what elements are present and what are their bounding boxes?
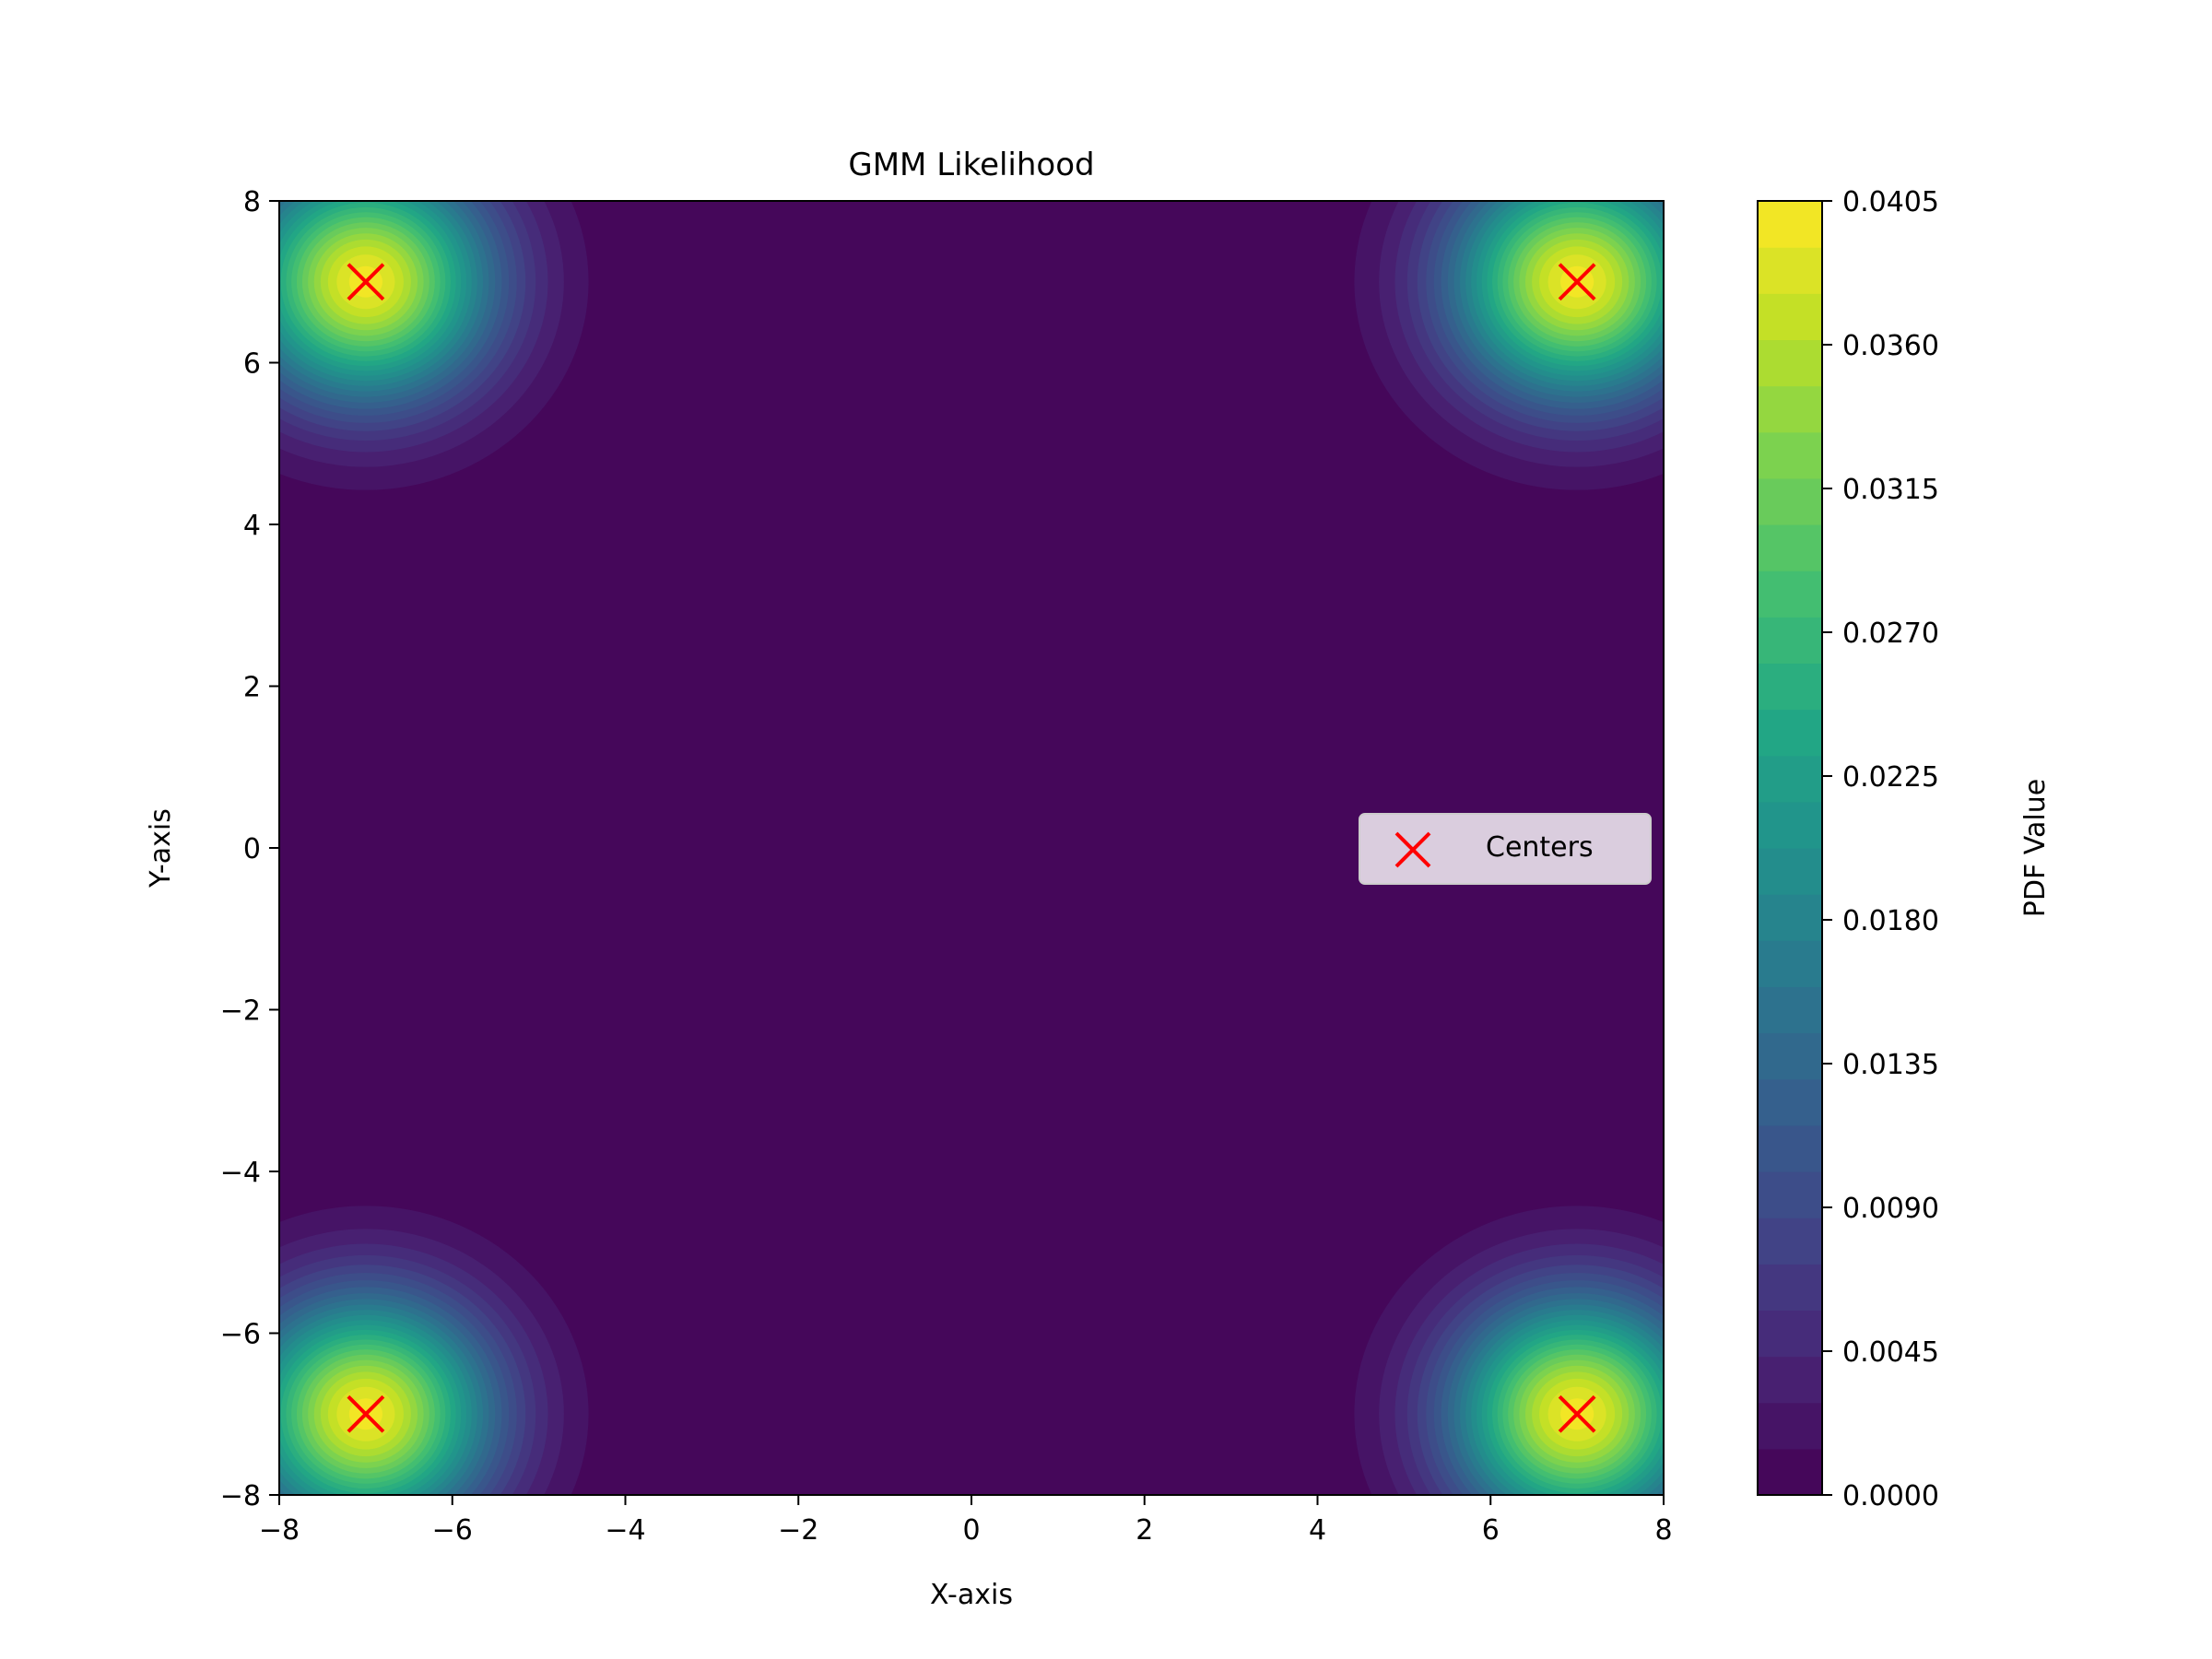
colorbar-band	[1758, 801, 1822, 849]
colorbar-tick-label: 0.0315	[1842, 474, 1939, 506]
colorbar-band	[1758, 986, 1822, 1034]
colorbar-band	[1758, 940, 1822, 988]
colorbar-tick-label: 0.0045	[1842, 1336, 1939, 1369]
center-marker-1	[1558, 263, 1596, 301]
y-tick-label: 4	[243, 510, 261, 542]
x-tick-label: −4	[605, 1514, 645, 1547]
x-tick-label: −6	[432, 1514, 473, 1547]
colorbar-band	[1758, 709, 1822, 757]
x-tick-label: −2	[778, 1514, 818, 1547]
colorbar-band	[1758, 571, 1822, 618]
colorbar-band	[1758, 1078, 1822, 1126]
colorbar-band	[1758, 1310, 1822, 1358]
y-tick-label: 2	[243, 672, 261, 704]
colorbar-band	[1758, 1124, 1822, 1172]
y-tick-label: 6	[243, 348, 261, 381]
y-tick-label: 0	[243, 833, 261, 865]
colorbar-band	[1758, 1448, 1822, 1496]
colorbar-band	[1758, 201, 1822, 248]
colorbar-band	[1758, 848, 1822, 895]
colorbar	[1758, 201, 1822, 1496]
x-axis-ticks: −8 −6 −4 −2 0 2 4 6 8	[259, 1495, 1673, 1547]
y-tick-label: −4	[220, 1157, 261, 1189]
colorbar-frame	[1757, 200, 1823, 1496]
x-tick-label: −8	[259, 1514, 300, 1547]
colorbar-band	[1758, 1264, 1822, 1312]
y-tick-label: 8	[243, 186, 261, 218]
colorbar-band	[1758, 385, 1822, 433]
colorbar-tick-label: 0.0180	[1842, 905, 1939, 937]
colorbar-band	[1758, 339, 1822, 387]
colorbar-tick-label: 0.0225	[1842, 761, 1939, 794]
colorbar-band	[1758, 293, 1822, 341]
legend-box	[1359, 813, 1652, 885]
colorbar-band	[1758, 1218, 1822, 1265]
center-marker-3	[1558, 1394, 1596, 1433]
colorbar-tick-label: 0.0000	[1842, 1480, 1939, 1512]
y-tick-label: −8	[220, 1480, 261, 1512]
chart-title: GMM Likelihood	[848, 147, 1094, 183]
colorbar-tick-label: 0.0135	[1842, 1049, 1939, 1081]
y-axis-ticks: −8 −6 −4 −2 0 2 4 6 8	[220, 186, 279, 1512]
colorbar-label: PDF Value	[2019, 779, 2052, 917]
colorbar-band	[1758, 617, 1822, 665]
colorbar-band	[1758, 524, 1822, 571]
x-tick-label: 8	[1654, 1514, 1672, 1547]
colorbar-band	[1758, 431, 1822, 479]
center-markers	[347, 263, 1596, 1433]
colorbar-band	[1758, 477, 1822, 525]
colorbar-tick-label: 0.0090	[1842, 1193, 1939, 1225]
center-marker-0	[347, 263, 385, 301]
legend: Centers	[1359, 813, 1652, 885]
x-axis-label: X-axis	[930, 1579, 1013, 1611]
x-tick-label: 2	[1135, 1514, 1153, 1547]
colorbar-band	[1758, 755, 1822, 803]
colorbar-band	[1758, 1032, 1822, 1080]
center-marker-2	[347, 1394, 385, 1433]
legend-label: Centers	[1486, 831, 1594, 864]
colorbar-band	[1758, 663, 1822, 711]
colorbar-band	[1758, 1356, 1822, 1404]
colorbar-band	[1758, 894, 1822, 941]
colorbar-band	[1758, 247, 1822, 294]
x-tick-label: 4	[1309, 1514, 1326, 1547]
colorbar-ticks: 0.0000 0.0045 0.0090 0.0135 0.0180 0.0225 0.02…	[1822, 186, 1939, 1512]
y-tick-label: −2	[220, 995, 261, 1028]
x-tick-label: 0	[962, 1514, 980, 1547]
y-tick-label: −6	[220, 1319, 261, 1351]
colorbar-tick-label: 0.0405	[1842, 186, 1939, 218]
x-tick-label: 6	[1482, 1514, 1500, 1547]
y-axis-label: Y-axis	[145, 808, 177, 888]
colorbar-tick-label: 0.0270	[1842, 618, 1939, 650]
legend-x-marker-icon	[1394, 831, 1431, 868]
colorbar-band	[1758, 1402, 1822, 1450]
colorbar-band	[1758, 1171, 1822, 1218]
colorbar-tick-label: 0.0360	[1842, 330, 1939, 362]
